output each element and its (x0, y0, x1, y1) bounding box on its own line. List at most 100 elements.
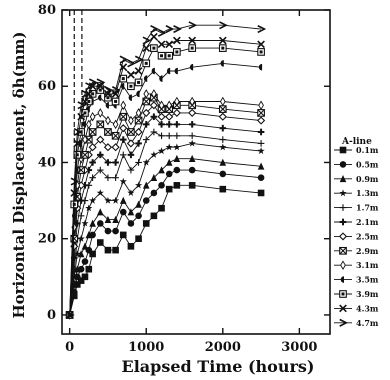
data-point (150, 32, 158, 41)
data-point (220, 60, 224, 67)
data-point (172, 108, 181, 117)
x-axis-label: Elapsed Time (hours) (122, 357, 315, 376)
axes-layer: 0 20 40 60 80 0 1000 2000 3000 (38, 3, 331, 355)
data-point (85, 119, 92, 130)
data-point (89, 219, 96, 227)
legend-marker (339, 218, 347, 226)
y-tick-label: 0 (47, 308, 56, 323)
data-point (111, 97, 120, 106)
data-point (142, 220, 150, 227)
data-point (127, 59, 137, 68)
data-point (188, 132, 196, 140)
data-point (127, 128, 135, 136)
data-point (188, 166, 196, 174)
legend-marker (340, 260, 346, 270)
data-point (218, 105, 227, 113)
data-point (70, 273, 78, 280)
legend-marker (339, 304, 347, 313)
data-point (157, 51, 166, 60)
data-point (135, 200, 142, 208)
data-point (257, 25, 267, 34)
data-point (96, 220, 104, 227)
data-point (96, 166, 104, 174)
data-point (150, 212, 158, 220)
data-point (119, 55, 129, 64)
data-point (135, 140, 142, 147)
y-tick-label: 60 (38, 79, 56, 94)
data-point (134, 55, 144, 64)
data-point (104, 174, 112, 182)
data-point (142, 158, 150, 166)
data-point (88, 128, 97, 136)
data-point (127, 151, 135, 159)
series-line (69, 142, 262, 315)
data-point (165, 25, 175, 34)
legend-marker (339, 246, 347, 255)
legend-label: 3.5m (356, 275, 379, 285)
data-point (135, 235, 142, 243)
legend-marker (339, 175, 347, 183)
data-point (158, 121, 165, 128)
data-point (257, 140, 265, 147)
data-point (85, 82, 94, 91)
data-point (65, 310, 75, 319)
data-point (135, 108, 142, 118)
data-point (257, 109, 265, 117)
data-point (73, 150, 82, 159)
legend-label: 1.3m (356, 188, 379, 198)
legend-marker (339, 146, 347, 154)
data-point (151, 67, 155, 75)
data-point (119, 112, 128, 121)
legend-label: 4.7m (356, 318, 379, 328)
data-point (70, 177, 80, 186)
data-point (134, 67, 143, 75)
data-point (111, 89, 120, 98)
data-point (70, 292, 78, 300)
legend-marker (338, 232, 348, 241)
data-point (189, 96, 196, 107)
plot-frame (61, 9, 331, 335)
data-point (142, 59, 151, 68)
data-point (188, 21, 198, 30)
data-point (151, 89, 157, 99)
data-point (165, 170, 173, 178)
data-point (112, 119, 119, 130)
data-point (120, 82, 125, 90)
data-point (119, 231, 127, 239)
data-point (112, 215, 119, 223)
legend-marker (339, 161, 347, 168)
x-tick-label: 1000 (128, 340, 164, 355)
data-point (189, 63, 194, 71)
data-point (257, 162, 265, 170)
data-point (77, 101, 87, 110)
data-point (96, 208, 104, 216)
series-line (69, 35, 262, 315)
data-point (127, 166, 135, 174)
series-line (69, 184, 262, 316)
legend-marker (339, 318, 349, 327)
legend-marker (339, 189, 347, 197)
data-point (73, 127, 83, 136)
data-point (165, 143, 173, 151)
legend-label: 2.1m (356, 217, 379, 227)
data-point (150, 173, 158, 182)
data-point (128, 94, 132, 101)
data-point (127, 243, 135, 250)
data-point (111, 143, 120, 152)
data-point (105, 115, 111, 126)
data-point (219, 158, 227, 166)
data-point (96, 239, 104, 246)
data-point (104, 86, 114, 95)
data-point (88, 143, 97, 152)
data-point (188, 139, 196, 147)
data-point (172, 36, 181, 45)
legend-label: 4.3m (356, 303, 379, 313)
data-point (219, 143, 227, 151)
data-point (89, 174, 96, 182)
series-line (69, 97, 262, 315)
x-tick-label: 0 (65, 340, 74, 355)
data-point (173, 25, 182, 34)
data-point (219, 170, 227, 178)
data-point (96, 151, 104, 159)
